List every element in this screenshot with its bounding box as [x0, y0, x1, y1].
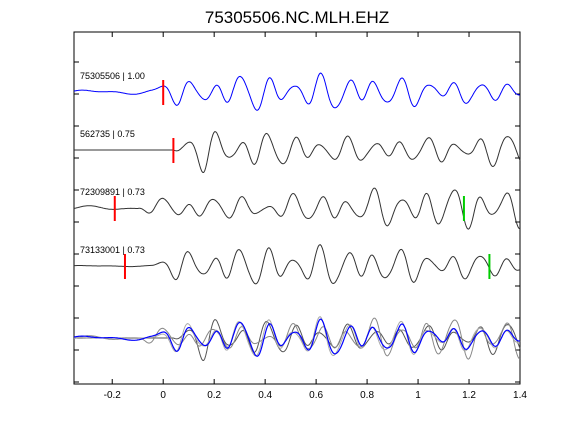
stack-waveform-4 — [74, 316, 521, 357]
stack-waveform-1 — [73, 318, 520, 357]
traces-layer — [73, 72, 521, 362]
ticks-layer: -0.2 0 0.2 0.4 0.6 0.8 1 1.2 1.4 — [74, 32, 527, 401]
x-tick-label: 0.6 — [309, 390, 323, 401]
x-tick-label: 0.4 — [258, 390, 272, 401]
x-tick-label: -0.2 — [104, 390, 122, 401]
trace-1-waveform — [73, 72, 520, 111]
trace-4-label: 73133001 | 0.73 — [80, 245, 145, 255]
x-tick-label: 1.2 — [462, 390, 476, 401]
labels-layer: 75305506 | 1.00 562735 | 0.75 72309891 | 0… — [80, 71, 145, 255]
x-tick-label: 1.4 — [513, 390, 527, 401]
x-tick-label: 0.2 — [207, 390, 221, 401]
x-tick-label: 0 — [160, 390, 166, 401]
stack-waveform-3 — [73, 317, 521, 360]
x-tick-label: 0.8 — [360, 390, 374, 401]
trace-2-label: 562735 | 0.75 — [80, 129, 135, 139]
trace-1-label: 75305506 | 1.00 — [80, 71, 145, 81]
trace-3-waveform — [73, 187, 521, 230]
stack-waveform-2 — [74, 319, 521, 362]
x-tick-label: 1 — [415, 390, 421, 401]
trace-3-label: 72309891 | 0.73 — [80, 187, 145, 197]
chart-title: 75305506.NC.MLH.EHZ — [205, 8, 389, 27]
trace-4-waveform — [74, 244, 521, 285]
trace-2-waveform — [74, 131, 521, 174]
